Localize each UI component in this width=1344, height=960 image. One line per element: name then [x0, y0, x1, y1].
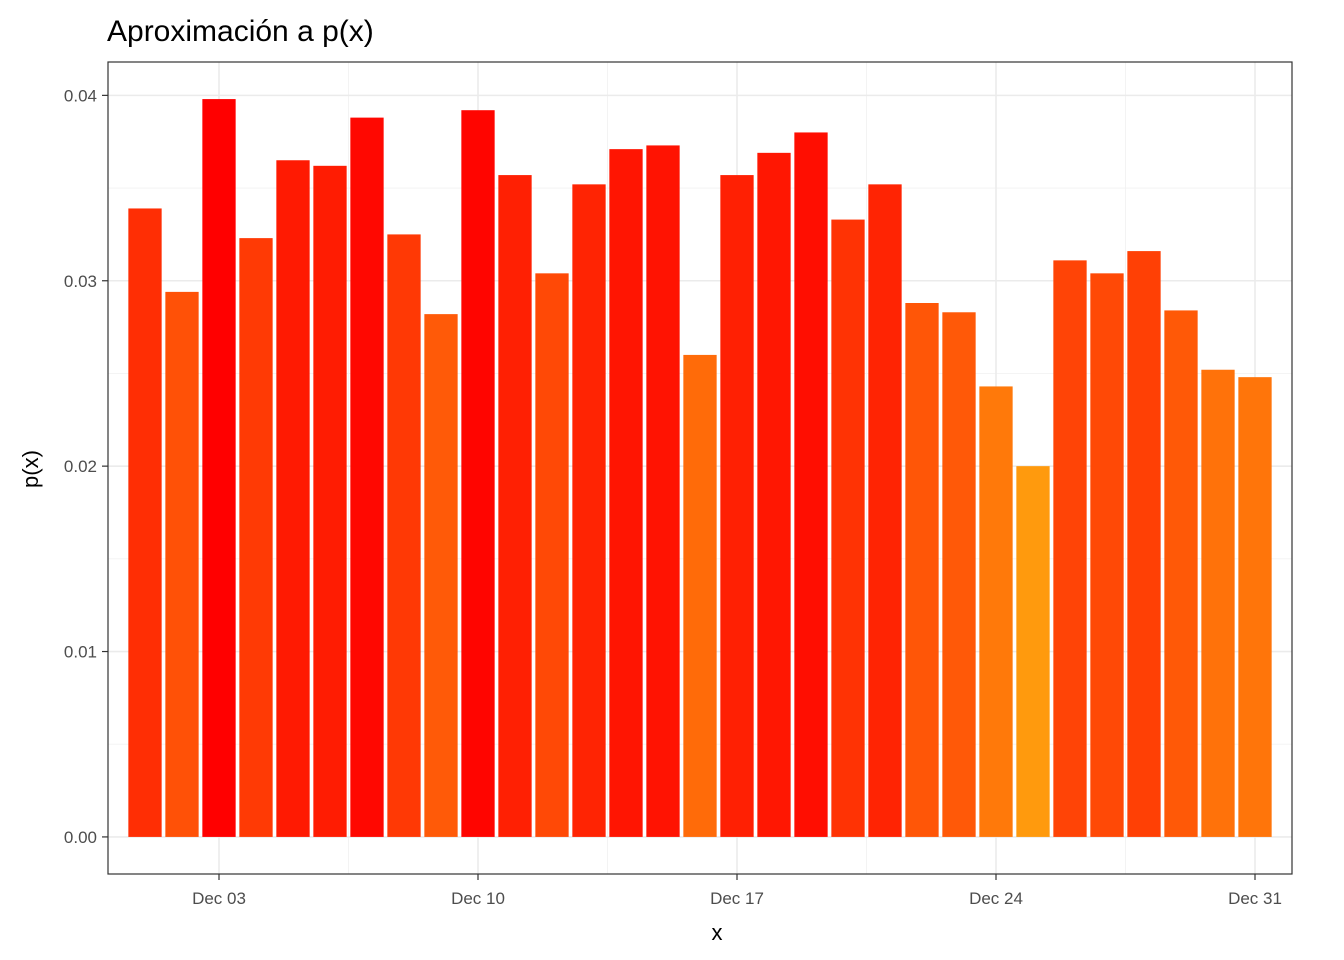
- bar-2023-12-29: [1164, 310, 1198, 837]
- bar-2023-12-20: [831, 219, 865, 837]
- bar-2023-12-08: [387, 234, 421, 837]
- y-tick-label: 0.02: [64, 457, 97, 476]
- x-axis-title: x: [712, 920, 723, 945]
- bars: [128, 99, 1272, 837]
- bar-2023-12-07: [350, 117, 384, 837]
- bar-2023-12-03: [202, 99, 236, 837]
- bar-2023-12-13: [572, 184, 606, 837]
- x-tick-label: Dec 31: [1228, 889, 1282, 908]
- bar-2023-12-12: [535, 273, 569, 837]
- x-tick-label: Dec 24: [969, 889, 1023, 908]
- bar-2023-12-26: [1053, 260, 1087, 837]
- bar-2023-12-11: [498, 175, 532, 837]
- bar-2023-12-31: [1238, 377, 1272, 837]
- y-tick-label: 0.03: [64, 272, 97, 291]
- bar-2023-12-25: [1016, 466, 1050, 837]
- bar-2023-12-06: [313, 165, 347, 837]
- bar-2023-12-21: [868, 184, 902, 837]
- x-tick-label: Dec 17: [710, 889, 764, 908]
- bar-2023-12-14: [609, 149, 643, 837]
- bar-2023-12-23: [942, 312, 976, 837]
- bar-2023-12-22: [905, 303, 939, 837]
- bar-2023-12-19: [794, 132, 828, 837]
- bar-2023-12-17: [720, 175, 754, 837]
- bar-2023-12-18: [757, 152, 791, 837]
- bar-2023-12-04: [239, 238, 273, 837]
- bar-2023-12-16: [683, 354, 717, 837]
- chart-title: Aproximación a p(x): [107, 15, 374, 48]
- bar-2023-12-15: [646, 145, 680, 837]
- bar-2023-12-02: [165, 291, 199, 837]
- x-tick-label: Dec 03: [192, 889, 246, 908]
- bar-2023-12-27: [1090, 273, 1124, 837]
- bar-2023-12-05: [276, 160, 310, 837]
- y-tick-label: 0.00: [64, 828, 97, 847]
- bar-2023-12-30: [1201, 369, 1235, 837]
- y-tick-label: 0.01: [64, 643, 97, 662]
- bar-2023-12-01: [128, 208, 162, 837]
- bar-2023-12-10: [461, 110, 495, 837]
- bar-2023-12-24: [979, 386, 1013, 837]
- y-tick-label: 0.04: [64, 86, 97, 105]
- y-axis: 0.00 0.01 0.02 0.03 0.04: [64, 86, 108, 847]
- y-axis-title: p(x): [18, 450, 43, 488]
- bar-2023-12-09: [424, 314, 458, 837]
- panel-border: [107, 61, 1293, 875]
- x-axis: Dec 03 Dec 10 Dec 17 Dec 24 Dec 31: [192, 874, 1282, 908]
- bar-2023-12-28: [1127, 251, 1161, 837]
- x-tick-label: Dec 10: [451, 889, 505, 908]
